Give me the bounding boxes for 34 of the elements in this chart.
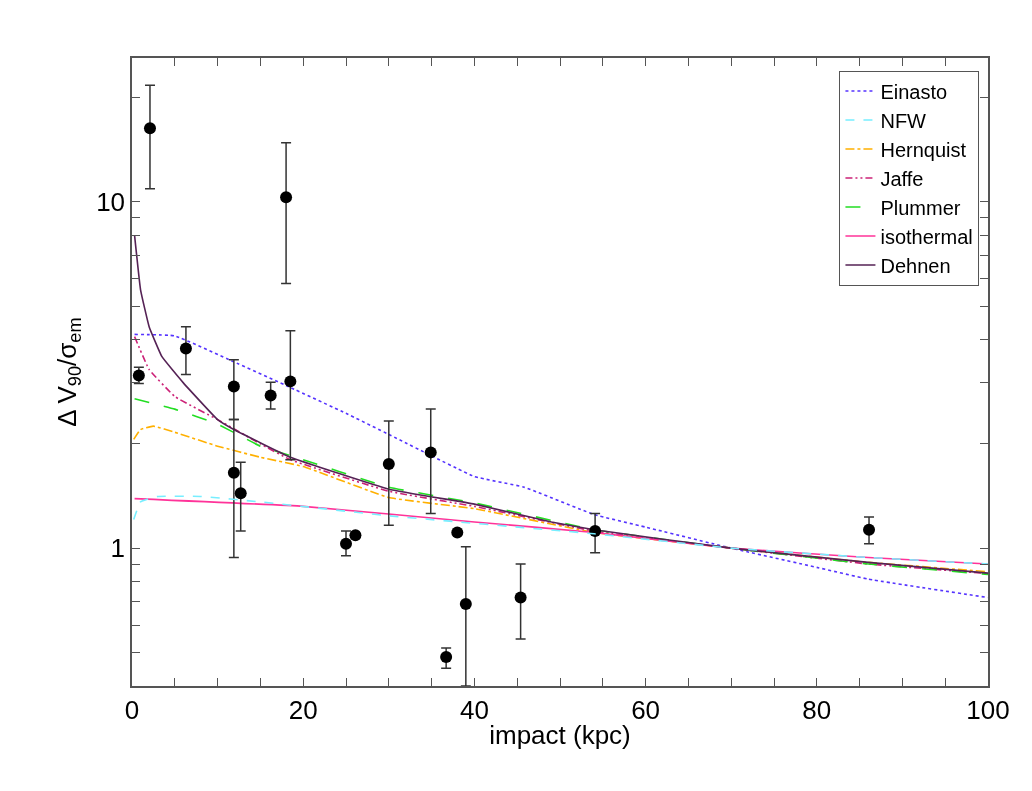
x-tick-label: 60 xyxy=(631,694,661,725)
point xyxy=(179,342,192,355)
x-tick-label: 100 xyxy=(966,694,1010,725)
point xyxy=(514,591,527,604)
point xyxy=(280,191,293,204)
point xyxy=(234,487,247,500)
legend-label: isothermal xyxy=(880,225,973,248)
x-axis-title: impact (kpc) xyxy=(489,720,631,751)
point xyxy=(589,525,602,538)
point xyxy=(227,466,240,479)
legend-label: Hernquist xyxy=(880,138,967,161)
point xyxy=(264,389,277,402)
legend-label: Jaffe xyxy=(880,167,924,190)
point xyxy=(863,523,876,536)
y-tick-label: 10 xyxy=(96,186,126,217)
x-tick-label: 80 xyxy=(802,694,832,725)
legend-label: Dehnen xyxy=(880,254,951,277)
point xyxy=(340,537,352,550)
x-tick-label: 40 xyxy=(459,694,489,725)
point xyxy=(440,651,453,663)
point xyxy=(227,380,240,393)
x-tick-label: 0 xyxy=(124,694,140,725)
point xyxy=(284,375,297,388)
legend-label: NFW xyxy=(880,109,927,132)
point xyxy=(451,526,464,539)
point xyxy=(459,597,472,610)
point xyxy=(382,457,395,470)
x-tick-label: 20 xyxy=(288,694,318,725)
point xyxy=(424,446,437,459)
y-tick-label: 1 xyxy=(110,533,126,564)
legend-label: Einasto xyxy=(880,80,948,103)
point xyxy=(143,122,156,135)
point xyxy=(349,529,362,542)
legend-label: Plummer xyxy=(880,196,961,219)
